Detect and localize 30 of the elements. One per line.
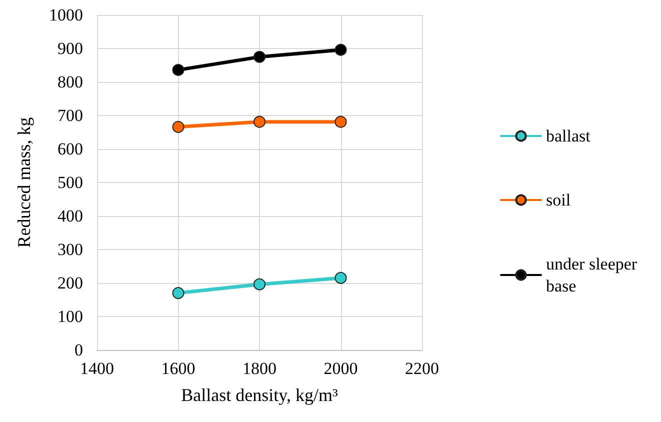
point	[172, 287, 184, 300]
x-tick-label: 1600	[161, 359, 196, 378]
y-axis-title: Reduced mass, kg	[14, 117, 34, 248]
y-tick-label: 600	[58, 140, 83, 158]
y-tick-label: 0	[74, 340, 83, 360]
x-axis-title: Ballast density, kg/m³	[181, 385, 338, 405]
x-tick-label: 2200	[405, 359, 439, 378]
y-tick-label: 1000	[49, 6, 83, 24]
y-tick-label: 200	[58, 274, 83, 292]
legend-label: under sleeper base	[546, 254, 642, 296]
x-tick-label: 1800	[242, 359, 276, 378]
point	[254, 50, 266, 63]
x-tick-label: 2000	[324, 359, 358, 378]
point	[172, 120, 184, 133]
y-tick-label: 300	[58, 240, 83, 259]
legend-label: ballast	[546, 126, 591, 146]
y-tick-label: 800	[58, 72, 83, 92]
point	[254, 116, 266, 128]
point	[254, 278, 266, 290]
x-tick-label: 1400	[80, 359, 114, 378]
y-tick-label: 500	[58, 173, 83, 192]
point	[334, 44, 347, 56]
point	[334, 116, 347, 128]
point	[334, 272, 347, 284]
point	[172, 64, 184, 76]
y-tick-label: 400	[58, 206, 83, 226]
y-tick-label: 100	[58, 307, 83, 326]
y-tick-label: 700	[58, 106, 83, 125]
y-tick-label: 900	[58, 39, 83, 58]
legend-label: soil	[546, 190, 571, 210]
